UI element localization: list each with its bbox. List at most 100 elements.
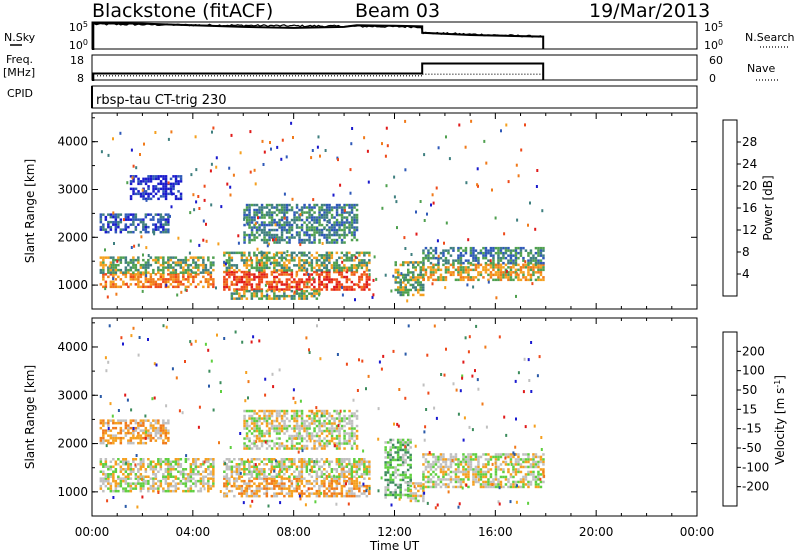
velocity-speckle: [503, 415, 506, 419]
velocity-cell: [225, 463, 229, 466]
velocity-cell: [409, 481, 412, 484]
velocity-speckle: [130, 334, 133, 338]
velocity-cell: [290, 409, 294, 413]
power-cell: [492, 278, 495, 282]
power-cell: [268, 231, 271, 234]
velocity-cell: [333, 409, 336, 413]
power-cell: [288, 273, 291, 276]
velocity-cell: [122, 487, 125, 490]
velocity-cell: [389, 476, 392, 479]
velocity-cell: [270, 409, 274, 413]
velocity-cell: [308, 424, 311, 428]
power-cell: [333, 241, 336, 244]
velocity-cell: [295, 475, 299, 478]
velocity-cell: [132, 431, 135, 435]
power-cell: [114, 220, 118, 224]
velocity-cell: [285, 487, 289, 490]
velocity-speckle: [423, 491, 426, 495]
velocity-cell: [417, 482, 420, 485]
power-cell: [335, 211, 339, 214]
velocity-cell: [474, 478, 478, 481]
velocity-cell: [144, 470, 148, 473]
power-cell: [360, 266, 364, 270]
power-cell: [402, 261, 405, 264]
velocity-cell: [313, 442, 316, 445]
power-cell: [502, 276, 505, 279]
velocity-cell: [260, 409, 264, 413]
velocity-cell: [338, 442, 341, 445]
velocity-cell: [273, 484, 276, 488]
velocity-speckle: [162, 324, 165, 328]
power-cell: [328, 270, 331, 274]
velocity-cell: [482, 453, 485, 456]
velocity-cell: [524, 453, 528, 456]
power-cell: [464, 271, 468, 274]
power-cell: [223, 254, 226, 257]
power-cell: [308, 251, 311, 255]
power-cell: [172, 182, 175, 186]
power-cell: [348, 269, 351, 272]
power-cell: [479, 271, 483, 274]
velocity-cell: [409, 492, 413, 495]
velocity-cell: [310, 482, 314, 485]
power-cell: [524, 249, 528, 252]
power-cell: [305, 259, 309, 262]
velocity-cell: [350, 422, 354, 425]
velocity-cell: [355, 473, 359, 476]
power-speckle: [274, 238, 277, 242]
power-cell: [152, 228, 155, 231]
power-speckle: [432, 201, 435, 205]
velocity-cell: [235, 470, 239, 473]
velocity-cell: [174, 463, 178, 466]
velocity-cell: [109, 419, 113, 422]
velocity-cell: [350, 489, 354, 493]
power-cell: [524, 278, 528, 282]
velocity-cell: [255, 422, 259, 425]
power-cell: [527, 278, 530, 282]
power-cell: [184, 263, 188, 267]
power-cell: [119, 218, 123, 221]
velocity-cell: [250, 417, 254, 420]
power-speckle: [140, 235, 143, 239]
velocity-cell: [512, 483, 515, 486]
power-cell: [288, 231, 291, 234]
power-cell: [290, 259, 294, 262]
power-speckle: [232, 173, 235, 177]
power-cell: [509, 251, 513, 255]
velocity-cell: [278, 422, 281, 425]
power-cell: [248, 269, 251, 272]
velocity-cell: [107, 424, 110, 427]
power-cell: [144, 190, 148, 193]
velocity-cell: [467, 460, 470, 464]
power-cell: [454, 278, 458, 282]
velocity-cell: [484, 463, 488, 466]
power-speckle: [415, 232, 418, 236]
power-speckle: [386, 144, 389, 148]
power-cell: [265, 211, 269, 214]
velocity-cell: [228, 465, 231, 468]
velocity-cell: [109, 473, 113, 476]
power-cell: [174, 261, 178, 264]
velocity-speckle: [504, 456, 507, 460]
velocity-cell: [477, 455, 480, 459]
velocity-cell: [265, 422, 269, 425]
velocity-cell: [192, 458, 195, 461]
power-cell: [258, 266, 261, 270]
power-cell: [107, 275, 110, 279]
power-cell: [152, 258, 155, 262]
velocity-cell: [159, 465, 163, 468]
velocity-cell: [167, 421, 170, 425]
velocity-cell: [122, 429, 125, 432]
velocity-cell: [268, 427, 271, 430]
power-cell: [235, 289, 239, 293]
power-cell: [519, 246, 523, 250]
velocity-cell: [280, 489, 284, 493]
power-cell: [340, 228, 344, 232]
power-cell: [159, 180, 163, 183]
velocity-cell: [391, 491, 395, 494]
velocity-cell: [298, 487, 301, 490]
power-cell: [202, 285, 205, 289]
power-cell: [225, 273, 229, 276]
velocity-cell: [333, 489, 336, 493]
power-cell: [434, 251, 438, 255]
